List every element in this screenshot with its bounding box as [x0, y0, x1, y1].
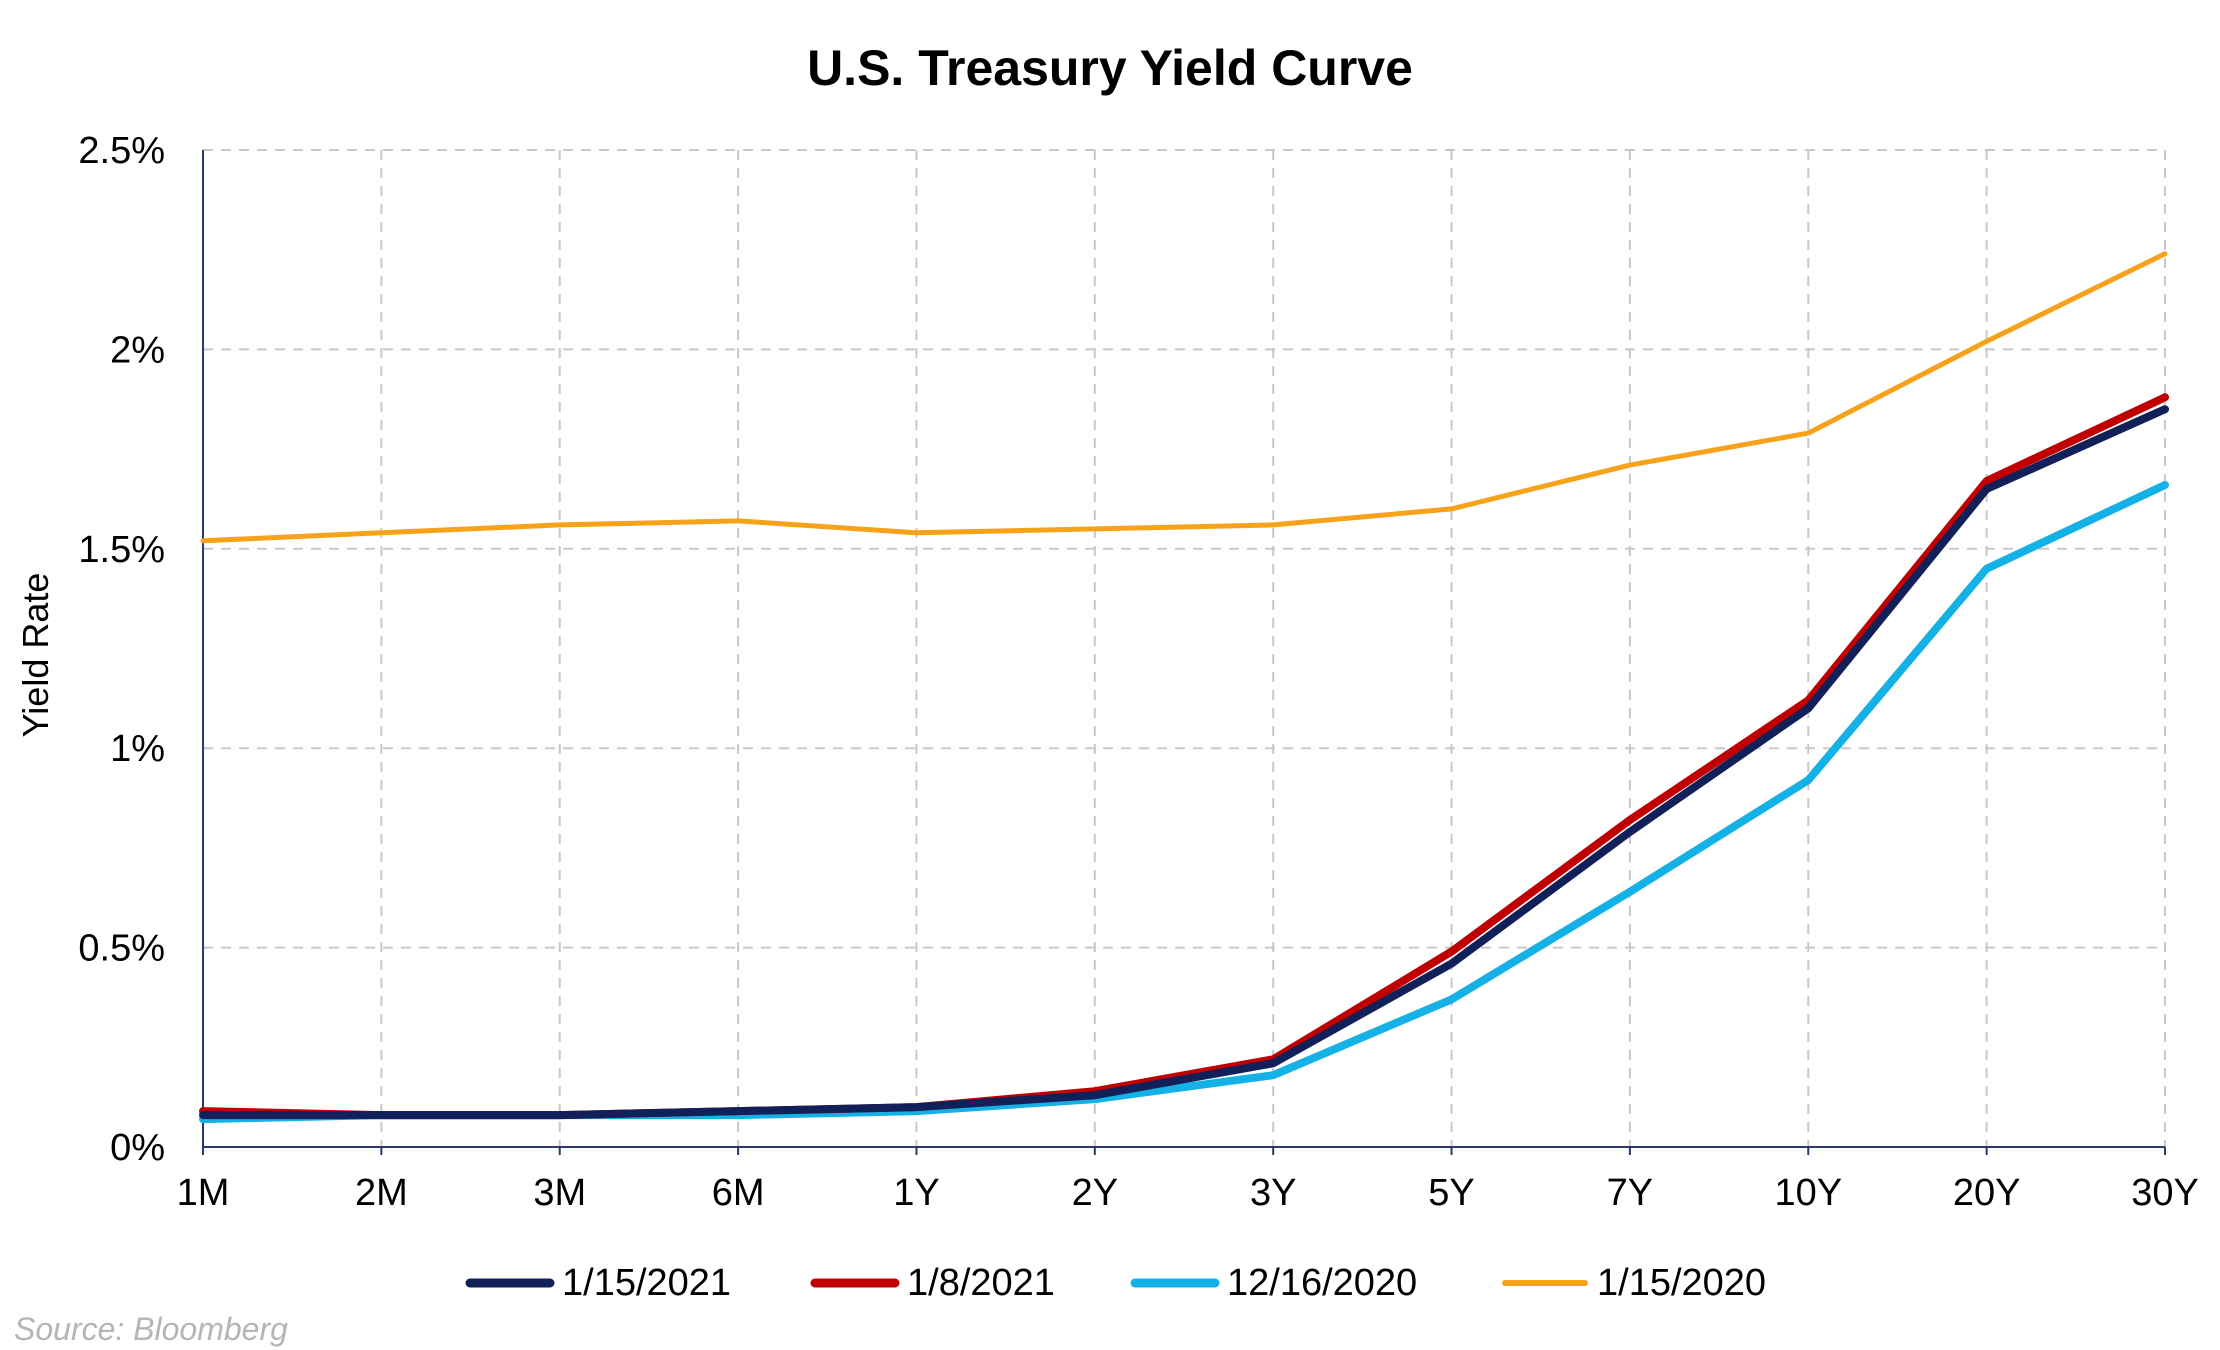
x-tick-label: 2Y	[1072, 1172, 1118, 1214]
x-tick-label: 7Y	[1607, 1172, 1653, 1214]
y-tick-label: 2%	[110, 329, 165, 371]
source-note: Source: Bloomberg	[14, 1311, 288, 1347]
legend-item: 1/15/2021	[465, 1262, 731, 1304]
series-layer	[199, 251, 2169, 1124]
y-tick-label: 0%	[110, 1127, 165, 1169]
y-tick-label: 2.5%	[78, 130, 165, 172]
x-tick-label: 10Y	[1774, 1172, 1842, 1214]
y-tick-label: 1.5%	[78, 529, 165, 571]
legend-label: 1/15/2021	[562, 1262, 731, 1304]
x-tick-label: 2M	[355, 1172, 408, 1214]
legend-item: 1/15/2020	[1502, 1262, 1766, 1304]
x-tick-label: 20Y	[1953, 1172, 2021, 1214]
axes-layer: 0% 0.5% 1% 1.5% 2% 2.5% 1M 2M 3M 6M 1Y 2Y 3Y 5Y 7Y 10Y 2…	[78, 130, 2198, 1214]
legend: 1/15/2021 1/8/2021 12/16/2020 1/15/2020	[465, 1262, 1766, 1304]
grid-layer	[203, 149, 2166, 1147]
series-line-1-8-2021	[199, 393, 2169, 1120]
chart-title: U.S. Treasury Yield Curve	[807, 40, 1413, 96]
legend-label: 1/8/2021	[907, 1262, 1055, 1304]
x-tick-label: 3M	[533, 1172, 586, 1214]
legend-label: 12/16/2020	[1227, 1262, 1417, 1304]
legend-item: 12/16/2020	[1130, 1262, 1417, 1304]
x-tick-label: 1Y	[893, 1172, 939, 1214]
x-tick-label: 6M	[712, 1172, 765, 1214]
series-line-12-16-2020	[199, 481, 2169, 1124]
y-tick-label: 0.5%	[78, 928, 165, 970]
x-tick-label: 5Y	[1428, 1172, 1474, 1214]
y-axis-title: Yield Rate	[15, 573, 56, 738]
y-tick-label: 1%	[110, 728, 165, 770]
x-tick-label: 30Y	[2131, 1172, 2199, 1214]
x-tick-label: 3Y	[1250, 1172, 1296, 1214]
series-line-1-15-2021	[199, 405, 2169, 1120]
x-tick-label: 1M	[177, 1172, 230, 1214]
legend-item: 1/8/2021	[810, 1262, 1055, 1304]
legend-label: 1/15/2020	[1597, 1262, 1766, 1304]
series-line-1-15-2020	[200, 251, 2168, 544]
